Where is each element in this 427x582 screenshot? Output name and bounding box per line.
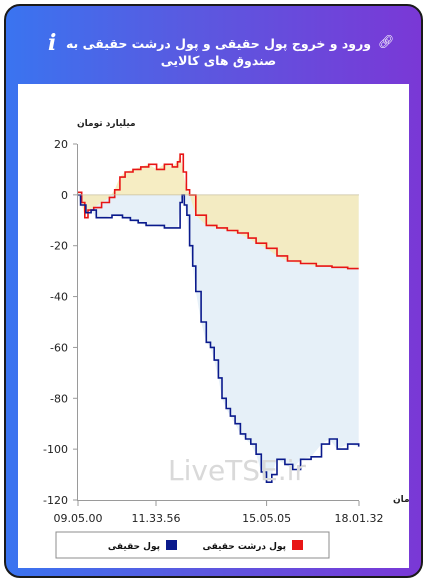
area-chart: میلیارد تومان زمان LiveTSE.ir 20 0 -20 -40 -… [43,119,415,559]
x-axis-title: زمان [393,495,409,505]
y-tick-label: -20 [50,240,68,253]
y-axis-title: میلیارد تومان [77,119,136,129]
x-tick-label: 18.01.32 [335,512,384,525]
legend-label-real-money[interactable]: پول حقیقی [108,542,160,552]
y-tick-label: -80 [50,392,68,405]
legend-swatch-big-real-money [292,540,303,550]
chart-title: ورود و خروج پول حقیقی و پول درشت حقیقی ب… [65,36,372,68]
series-line-big-real-money[interactable] [78,153,359,270]
y-tick-label: -40 [50,291,68,304]
series-line-real-money[interactable] [78,194,360,483]
x-tick-label: 15.05.05 [242,512,291,525]
legend-label-big-real-money[interactable]: پول درشت حقیقی [203,542,287,552]
y-tick-label: -100 [43,443,68,456]
y-tick-label: -120 [43,494,68,507]
chart-panel: میلیارد تومان زمان LiveTSE.ir 20 0 -20 -40 -… [18,84,415,568]
area-fill-real-money [78,194,359,483]
area-fill-big-real-money [78,154,359,269]
y-tick-label: 0 [61,189,68,202]
y-tick-label: 20 [54,138,68,151]
legend-swatch-real-money [166,540,177,550]
chart-card: i ورود و خروج پول حقیقی و پول درشت حقیقی… [4,4,423,578]
link-icon[interactable]: 🔗︎ [378,35,395,50]
watermark: LiveTSE.ir [168,454,306,487]
x-tick-label: 09.05.00 [54,512,103,525]
info-icon[interactable]: i [48,30,57,56]
y-tick-label: -60 [50,341,68,354]
legend: پول درشت حقیقی پول حقیقی [55,531,330,559]
card-header: i ورود و خروج پول حقیقی و پول درشت حقیقی… [6,6,421,86]
x-tick-label: 11.33.56 [132,512,181,525]
